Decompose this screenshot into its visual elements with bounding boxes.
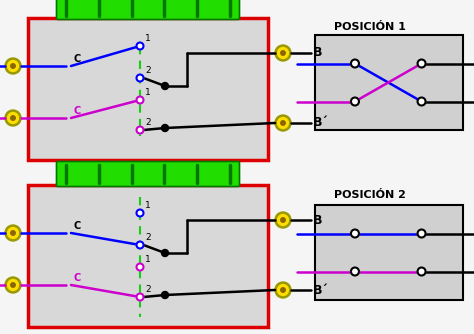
Text: B´: B´ xyxy=(313,284,329,297)
Circle shape xyxy=(281,121,285,125)
Text: B: B xyxy=(313,213,322,226)
Text: 1: 1 xyxy=(145,34,151,43)
Text: C: C xyxy=(74,106,81,116)
Circle shape xyxy=(351,268,359,276)
Circle shape xyxy=(275,45,291,61)
Circle shape xyxy=(137,42,144,49)
Circle shape xyxy=(275,282,291,298)
Text: B´: B´ xyxy=(313,117,329,130)
Text: 1: 1 xyxy=(145,201,151,210)
Circle shape xyxy=(418,98,426,106)
Circle shape xyxy=(5,277,21,293)
Circle shape xyxy=(351,98,359,106)
Bar xyxy=(315,205,463,300)
Text: 2: 2 xyxy=(145,285,151,294)
Circle shape xyxy=(275,115,291,131)
FancyBboxPatch shape xyxy=(56,0,239,19)
Text: 1: 1 xyxy=(145,255,151,264)
Circle shape xyxy=(275,212,291,228)
Text: 1: 1 xyxy=(145,88,151,97)
Text: C: C xyxy=(74,273,81,283)
Text: B: B xyxy=(313,46,322,59)
Circle shape xyxy=(137,264,144,271)
Circle shape xyxy=(281,218,285,222)
Text: 2: 2 xyxy=(145,66,151,75)
Circle shape xyxy=(162,249,168,257)
Bar xyxy=(28,185,268,327)
Circle shape xyxy=(8,227,18,238)
Circle shape xyxy=(137,294,144,301)
Circle shape xyxy=(8,280,18,291)
Circle shape xyxy=(137,127,144,134)
Circle shape xyxy=(281,51,285,55)
Circle shape xyxy=(137,97,144,104)
Circle shape xyxy=(281,288,285,292)
Circle shape xyxy=(278,47,289,58)
Bar xyxy=(315,35,463,130)
Circle shape xyxy=(5,225,21,241)
Circle shape xyxy=(162,82,168,90)
Circle shape xyxy=(11,64,15,68)
Circle shape xyxy=(351,229,359,237)
Circle shape xyxy=(5,110,21,126)
Text: 2: 2 xyxy=(145,118,151,127)
Text: C: C xyxy=(74,221,81,231)
Circle shape xyxy=(137,74,144,81)
Circle shape xyxy=(11,283,15,287)
Circle shape xyxy=(137,241,144,248)
Circle shape xyxy=(351,59,359,67)
Circle shape xyxy=(8,113,18,124)
Circle shape xyxy=(418,268,426,276)
Circle shape xyxy=(11,231,15,235)
Circle shape xyxy=(418,59,426,67)
Circle shape xyxy=(278,214,289,225)
Circle shape xyxy=(162,125,168,132)
Circle shape xyxy=(162,292,168,299)
Text: POSICIÓN 1: POSICIÓN 1 xyxy=(334,22,406,32)
Text: 2: 2 xyxy=(145,233,151,242)
Circle shape xyxy=(5,58,21,74)
Text: C: C xyxy=(74,54,81,64)
Circle shape xyxy=(8,60,18,71)
Circle shape xyxy=(278,118,289,129)
Bar xyxy=(28,18,268,160)
Circle shape xyxy=(278,285,289,296)
Text: POSICIÓN 2: POSICIÓN 2 xyxy=(334,190,406,200)
FancyBboxPatch shape xyxy=(56,162,239,186)
Circle shape xyxy=(137,209,144,216)
Circle shape xyxy=(418,229,426,237)
Circle shape xyxy=(11,116,15,120)
